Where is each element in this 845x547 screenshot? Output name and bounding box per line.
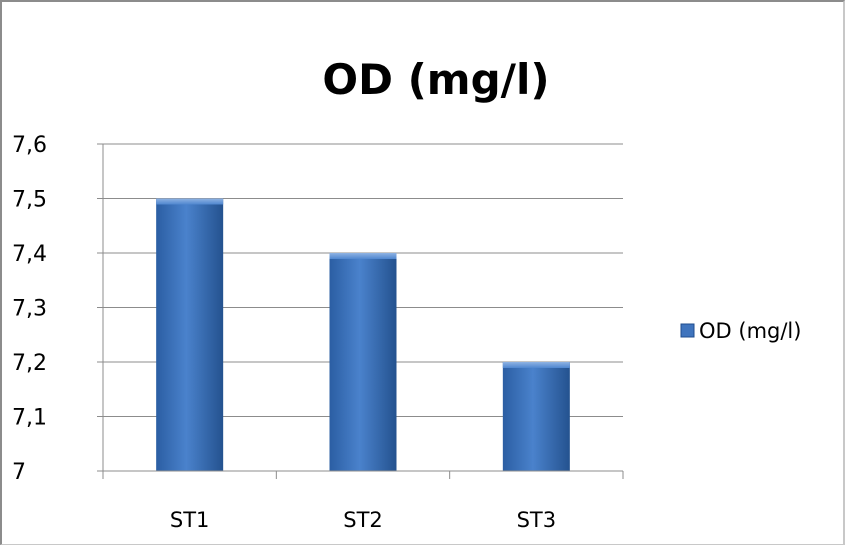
x-axis: ST1 ST2 ST3: [102, 470, 624, 532]
bar-st1: [156, 198, 224, 471]
x-tick-label: ST2: [343, 508, 383, 532]
bar: [156, 198, 224, 471]
bar-st2: [329, 253, 397, 471]
x-tick-label: ST3: [517, 508, 557, 532]
x-tick-label: ST1: [170, 508, 210, 532]
bar-top-bevel: [502, 362, 570, 368]
bar: [502, 362, 570, 471]
y-tick-label: 7,3: [12, 297, 47, 322]
bar-top-bevel: [156, 198, 224, 205]
bar: [329, 253, 397, 471]
y-tick-label: 7,5: [12, 188, 47, 213]
legend: OD (mg/l): [680, 319, 801, 343]
y-tick-label: 7: [12, 460, 26, 485]
bar-st3: [502, 362, 570, 471]
bar-top-bevel: [329, 253, 397, 259]
y-axis: 7 7,1 7,2 7,3 7,4 7,5 7,6: [12, 133, 104, 485]
y-tick-label: 7,6: [12, 133, 47, 158]
bars: [156, 198, 570, 471]
y-tick-label: 7,1: [12, 406, 47, 431]
y-tick-label: 7,4: [12, 242, 47, 267]
chart-title: OD (mg/l): [322, 55, 549, 104]
y-tick-label: 7,2: [12, 351, 47, 376]
legend-label: OD (mg/l): [699, 319, 801, 343]
legend-swatch: [680, 323, 695, 338]
